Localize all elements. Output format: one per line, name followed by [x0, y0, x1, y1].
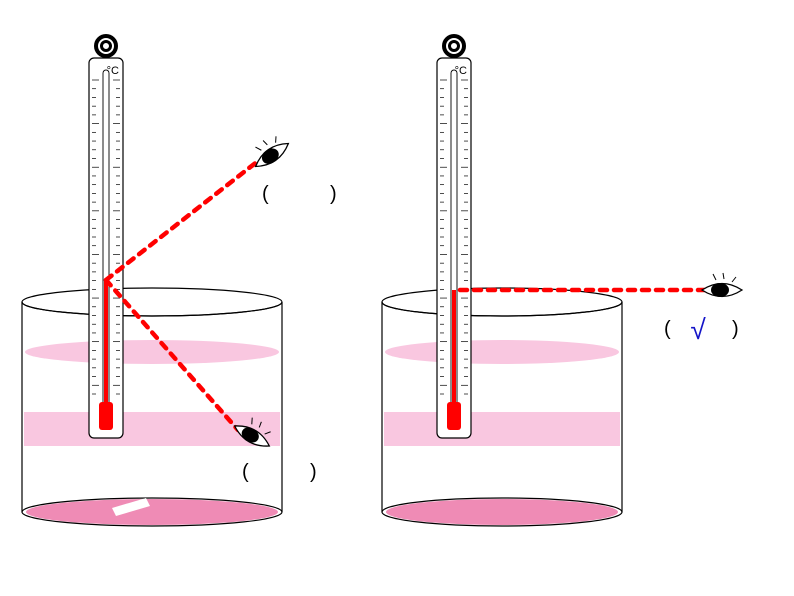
- right-eye-paren: () √: [664, 314, 739, 345]
- svg-text:(: (: [262, 183, 269, 205]
- diagram-canvas: °C()()°C()√: [0, 0, 794, 596]
- left-beaker: [22, 288, 282, 526]
- left-thermometer: °C: [89, 36, 123, 438]
- svg-text:(: (: [242, 461, 249, 483]
- eye-upper-paren: (): [262, 183, 337, 205]
- right-thermometer: °C: [437, 36, 471, 438]
- mercury-column: [452, 290, 456, 408]
- svg-text:): ): [330, 183, 337, 205]
- right-beaker: [382, 288, 622, 526]
- checkmark-glyph: √: [690, 314, 706, 345]
- eye-straight: [702, 273, 742, 297]
- mercury-column: [104, 280, 108, 408]
- eye-lower-paren: (): [242, 461, 317, 483]
- svg-text:(: (: [664, 318, 671, 340]
- sightline-left-upper: [106, 161, 258, 280]
- svg-text:): ): [732, 318, 739, 340]
- svg-text:): ): [310, 461, 317, 483]
